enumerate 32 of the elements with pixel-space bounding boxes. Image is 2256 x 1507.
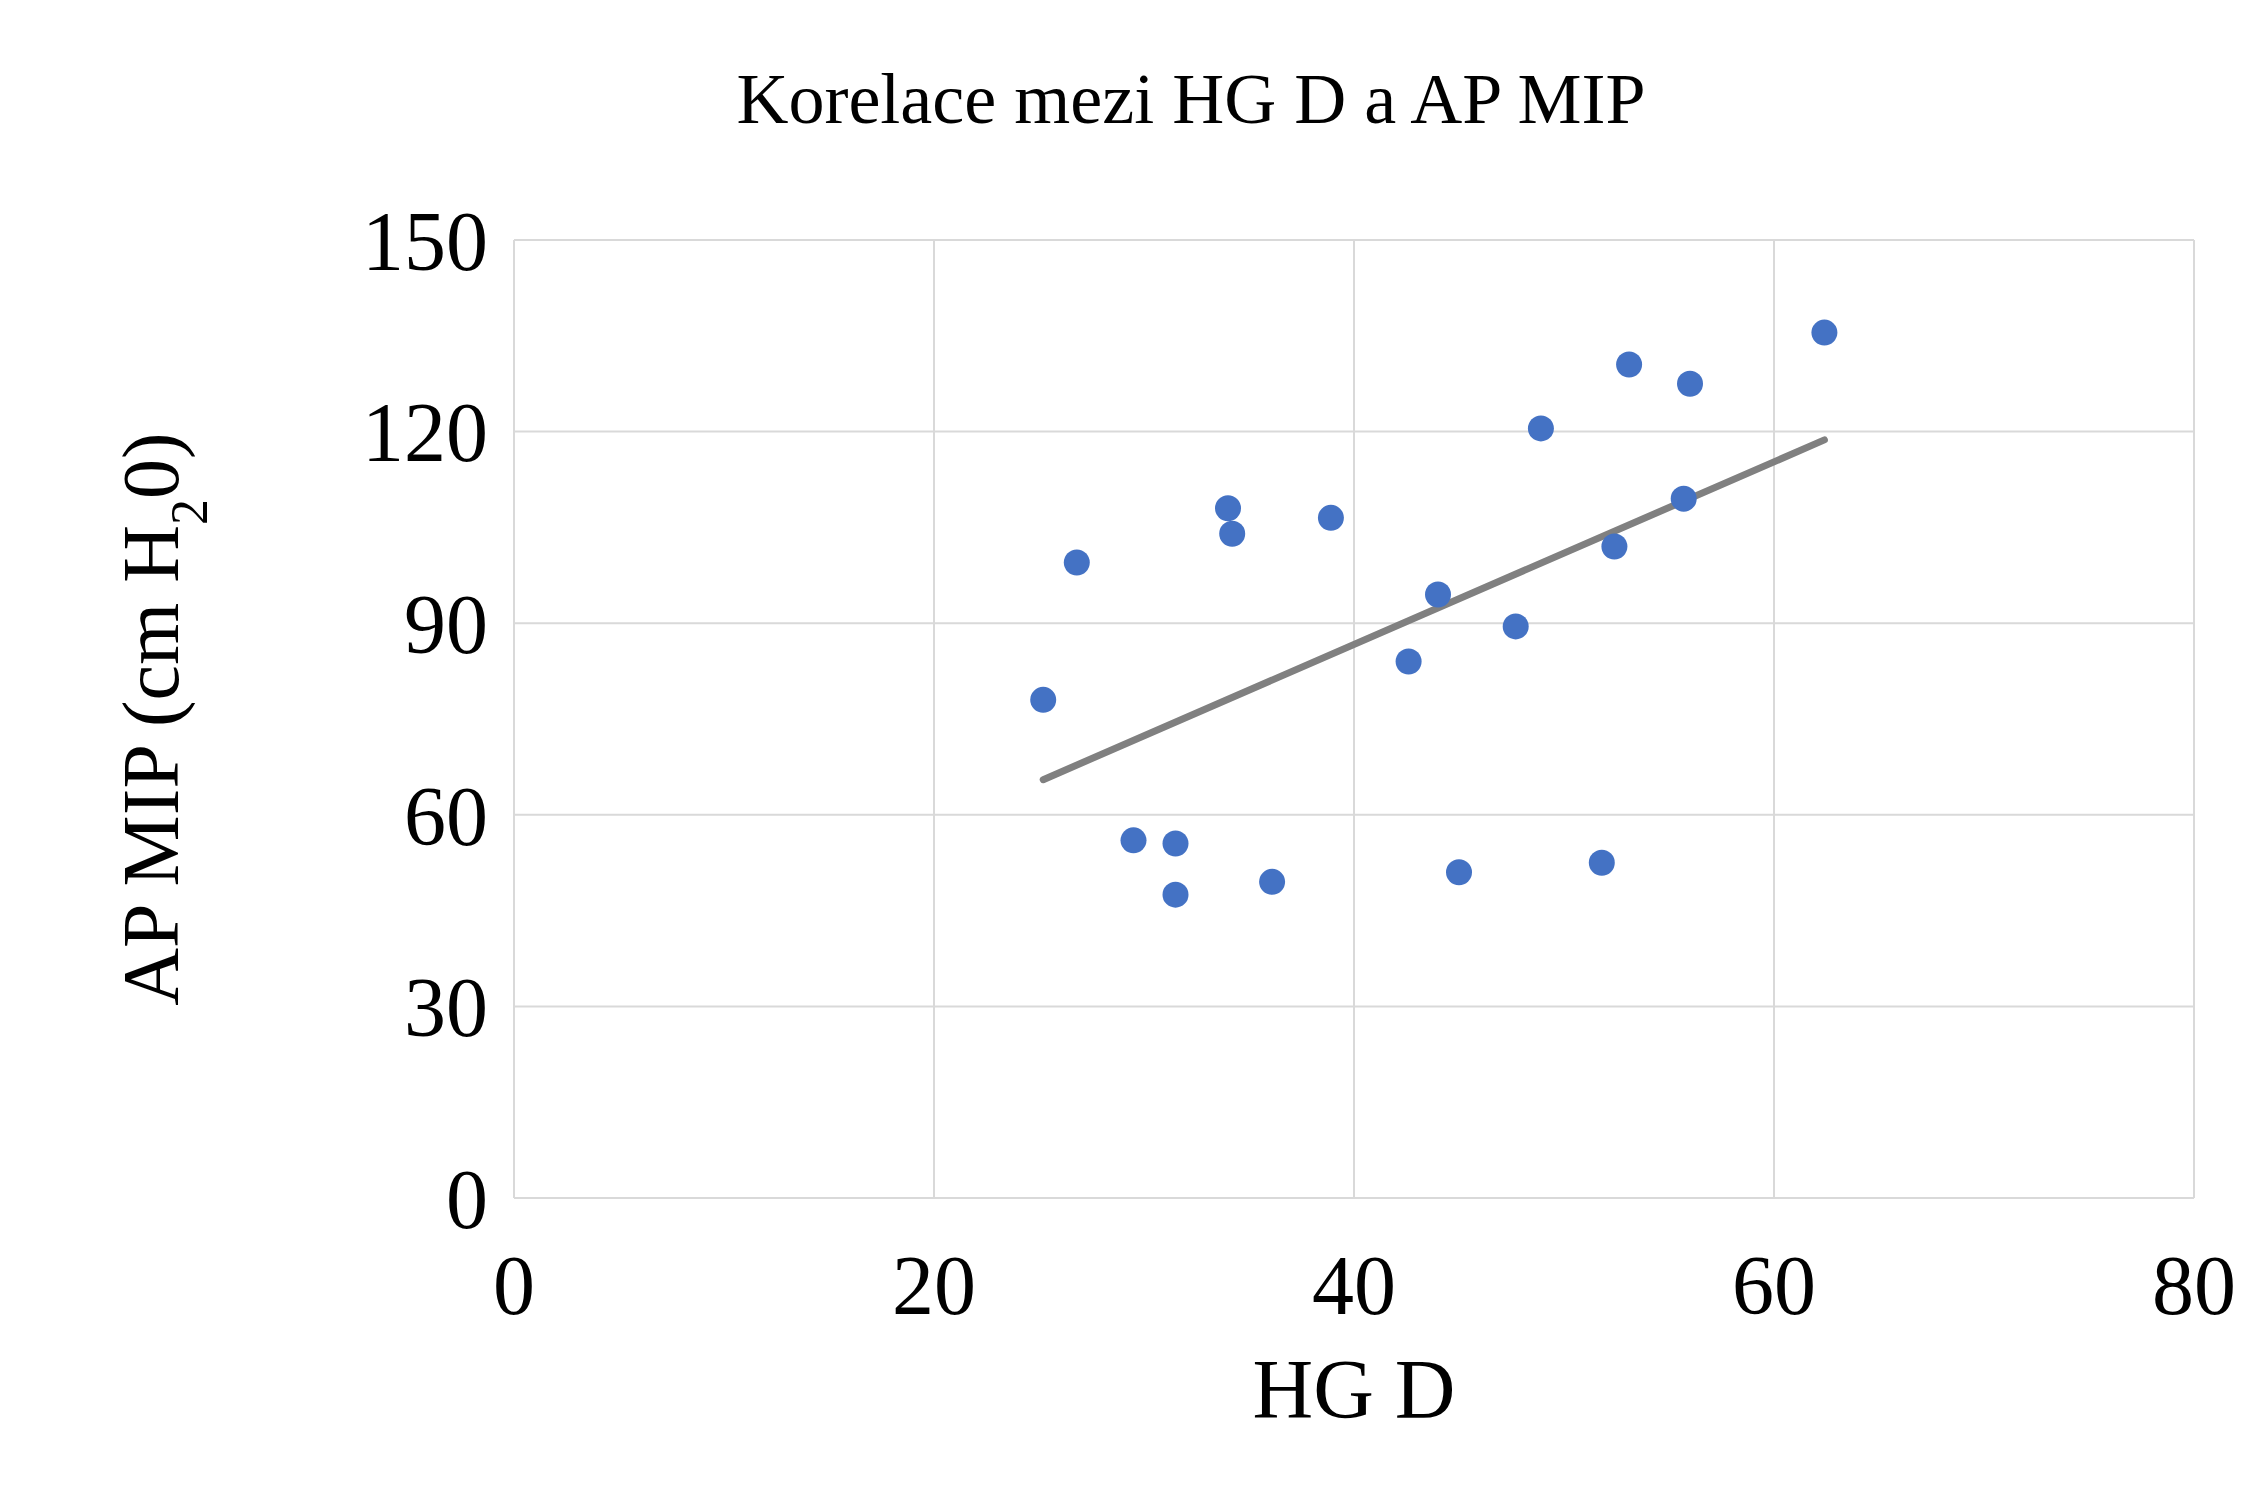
- point: [1446, 859, 1472, 886]
- point: [1616, 351, 1643, 378]
- x-tick-label: 80: [2152, 1238, 2236, 1332]
- point: [1219, 520, 1246, 547]
- point: [1670, 485, 1697, 512]
- point: [1811, 319, 1838, 346]
- point: [1425, 581, 1451, 608]
- point: [1215, 495, 1241, 522]
- point: [1120, 827, 1147, 854]
- x-tick-label: 40: [1312, 1238, 1396, 1332]
- chart-title: Korelace mezi HG D a AP MIP: [735, 58, 1647, 141]
- point: [1527, 415, 1554, 442]
- point: [1317, 504, 1344, 531]
- point: [1063, 549, 1090, 576]
- y-tick-label: 90: [404, 578, 488, 672]
- point: [1162, 830, 1189, 857]
- point: [1030, 686, 1057, 713]
- point: [1677, 370, 1703, 397]
- point: [1395, 648, 1422, 675]
- point: [1259, 868, 1286, 895]
- point: [1502, 613, 1529, 640]
- point: [1162, 881, 1189, 908]
- y-tick-label: 150: [362, 194, 488, 288]
- y-tick-label: 120: [362, 386, 488, 480]
- y-tick-label: 30: [404, 961, 488, 1055]
- point: [1588, 849, 1615, 876]
- x-tick-label: 60: [1732, 1238, 1816, 1332]
- x-axis-title: HG D: [1252, 1343, 1456, 1436]
- point: [1601, 533, 1628, 560]
- y-tick-label: 60: [404, 769, 488, 863]
- y-tick-label: 0: [446, 1152, 488, 1246]
- x-tick-label: 20: [892, 1238, 976, 1332]
